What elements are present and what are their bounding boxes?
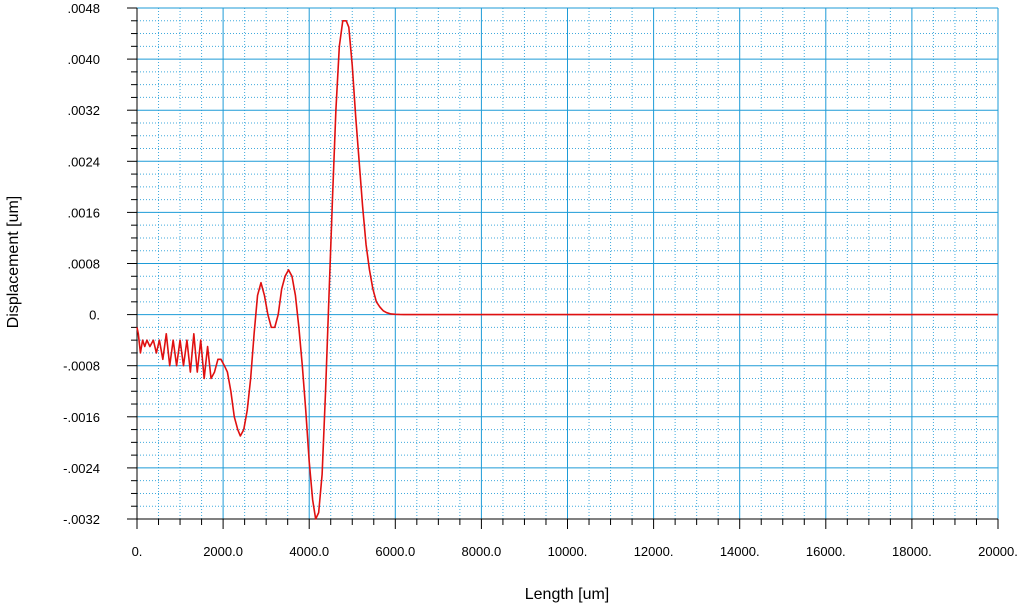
x-tick-label: 14000. [720, 544, 760, 559]
x-tick-label: 20000. [978, 544, 1018, 559]
y-tick-label: 0. [89, 308, 100, 323]
series-line [136, 19, 998, 520]
x-tick-label: 0. [132, 544, 143, 559]
y-tick-label: -.0032 [63, 512, 100, 527]
series-layer [136, 19, 998, 520]
y-tick-label: .0040 [67, 52, 100, 67]
x-tick-label: 6000.0 [375, 544, 415, 559]
x-tick-label: 10000. [548, 544, 588, 559]
y-tick-label: .0032 [67, 103, 100, 118]
y-tick-label: .0048 [67, 1, 100, 16]
y-tick-label: -.0024 [63, 461, 100, 476]
axes [127, 7, 999, 529]
y-tick-label: .0016 [67, 205, 100, 220]
y-tick-labels: .0048 .0040 .0032 .0024 .0016 .0008 0. -.0008 -.… [63, 1, 100, 527]
x-tick-labels: 0. 2000.0 4000.0 6000.0 8000.0 10000. 12000. 14… [132, 544, 1018, 559]
y-tick-label: .0008 [67, 257, 100, 272]
x-tick-label: 16000. [806, 544, 846, 559]
y-tick-label: .0024 [67, 154, 100, 169]
x-tick-label: 8000.0 [462, 544, 502, 559]
x-tick-label: 4000.0 [289, 544, 329, 559]
y-tick-label: -.0016 [63, 410, 100, 425]
x-tick-label: 12000. [634, 544, 674, 559]
x-axis-title: Length [um] [525, 586, 610, 603]
x-tick-label: 18000. [892, 544, 932, 559]
y-axis-title: Displacement [um] [5, 196, 22, 329]
x-tick-label: 2000.0 [203, 544, 243, 559]
y-tick-label: -.0008 [63, 359, 100, 374]
